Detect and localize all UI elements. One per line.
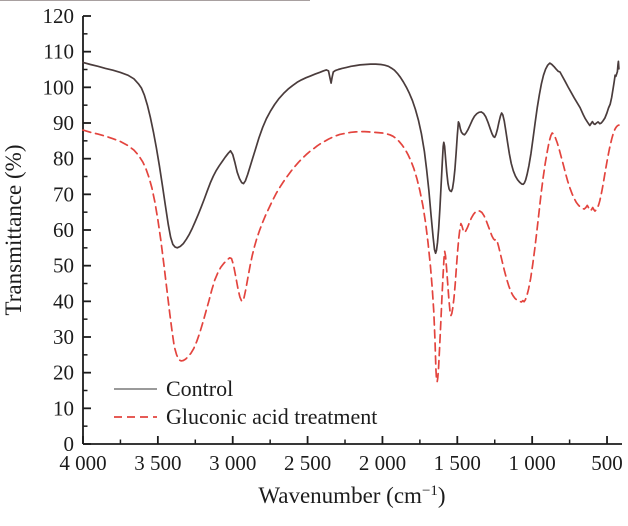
x-tick-label: 4 000 xyxy=(59,451,106,475)
top-edge-artifact-line xyxy=(0,0,310,1)
x-axis-ticks xyxy=(82,436,608,444)
legend-label-gluconic: Gluconic acid treatment xyxy=(166,404,377,429)
x-tick-label: 2 500 xyxy=(284,451,331,475)
axes xyxy=(82,16,622,445)
spectra-curves xyxy=(82,60,620,383)
x-tick-label: 500 xyxy=(591,451,623,475)
y-tick-label: 10 xyxy=(53,396,74,420)
y-tick-label: 60 xyxy=(53,218,74,242)
legend-label-control: Control xyxy=(166,376,233,401)
x-tick-label: 3 500 xyxy=(134,451,181,475)
y-tick-label: 30 xyxy=(53,325,74,349)
x-axis-title: Wavenumber (cm−1) xyxy=(258,483,445,508)
x-tick-label: 2 000 xyxy=(359,451,406,475)
y-tick-label: 90 xyxy=(53,111,74,135)
x-tick-label: 1 000 xyxy=(509,451,556,475)
y-tick-label: 50 xyxy=(53,254,74,278)
x-axis-tick-labels: 4 000 3 500 3 000 2 500 2 000 1 500 1 000 500 xyxy=(59,451,622,475)
y-tick-label: 40 xyxy=(53,289,74,313)
y-axis-ticks xyxy=(83,15,91,445)
y-tick-label: 20 xyxy=(53,361,74,385)
control-curve xyxy=(82,60,620,255)
y-tick-label: 100 xyxy=(43,75,75,99)
x-tick-label: 1 500 xyxy=(434,451,481,475)
y-axis-title: Transmittance (%) xyxy=(1,145,26,316)
y-tick-label: 70 xyxy=(53,182,74,206)
y-tick-label: 0 xyxy=(64,432,75,456)
gluconic-acid-curve xyxy=(82,124,620,383)
y-tick-label: 120 xyxy=(43,4,75,28)
y-tick-label: 110 xyxy=(43,40,74,64)
y-axis-tick-labels: 0 10 20 30 40 50 60 70 80 90 100 110 120 xyxy=(43,4,75,456)
x-tick-label: 3 000 xyxy=(209,451,256,475)
y-tick-label: 80 xyxy=(53,147,74,171)
legend: Control Gluconic acid treatment xyxy=(114,376,377,429)
